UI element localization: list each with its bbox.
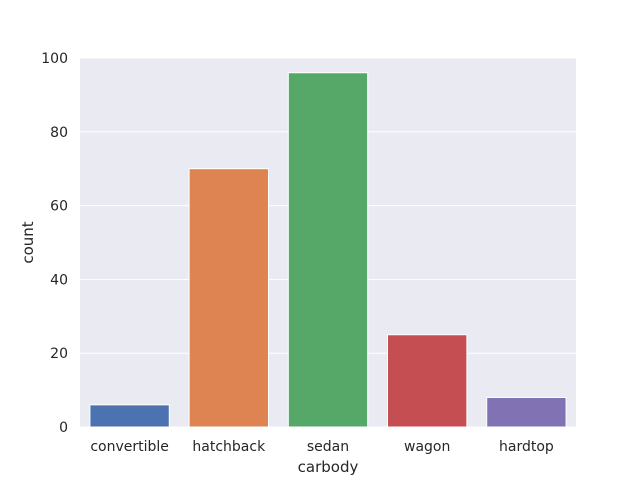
bar-hardtop (486, 396, 567, 428)
y-tick-labels: 0 20 40 60 80 100 (41, 51, 68, 436)
x-tick-label-hardtop: hardtop (499, 439, 554, 455)
y-tick-label-5: 100 (41, 51, 68, 67)
x-tick-label-wagon: wagon (404, 439, 450, 455)
bar-hatchback (188, 168, 269, 428)
y-tick-label-3: 60 (50, 199, 68, 215)
x-tick-label-convertible: convertible (90, 439, 169, 455)
y-tick-label-1: 20 (50, 346, 68, 362)
y-tick-label-2: 40 (50, 272, 68, 288)
y-axis-title: count (19, 221, 37, 263)
bars (89, 72, 567, 428)
bar-wagon (387, 334, 468, 428)
x-tick-label-hatchback: hatchback (192, 439, 266, 455)
x-axis-title: carbody (298, 458, 359, 476)
bar-sedan (287, 72, 369, 428)
y-tick-label-4: 80 (50, 125, 68, 141)
x-tick-labels: convertible hatchback sedan wagon hardtop (90, 439, 554, 455)
y-tick-label-0: 0 (59, 420, 68, 436)
x-tick-label-sedan: sedan (307, 439, 349, 455)
bar-convertible (89, 404, 170, 428)
